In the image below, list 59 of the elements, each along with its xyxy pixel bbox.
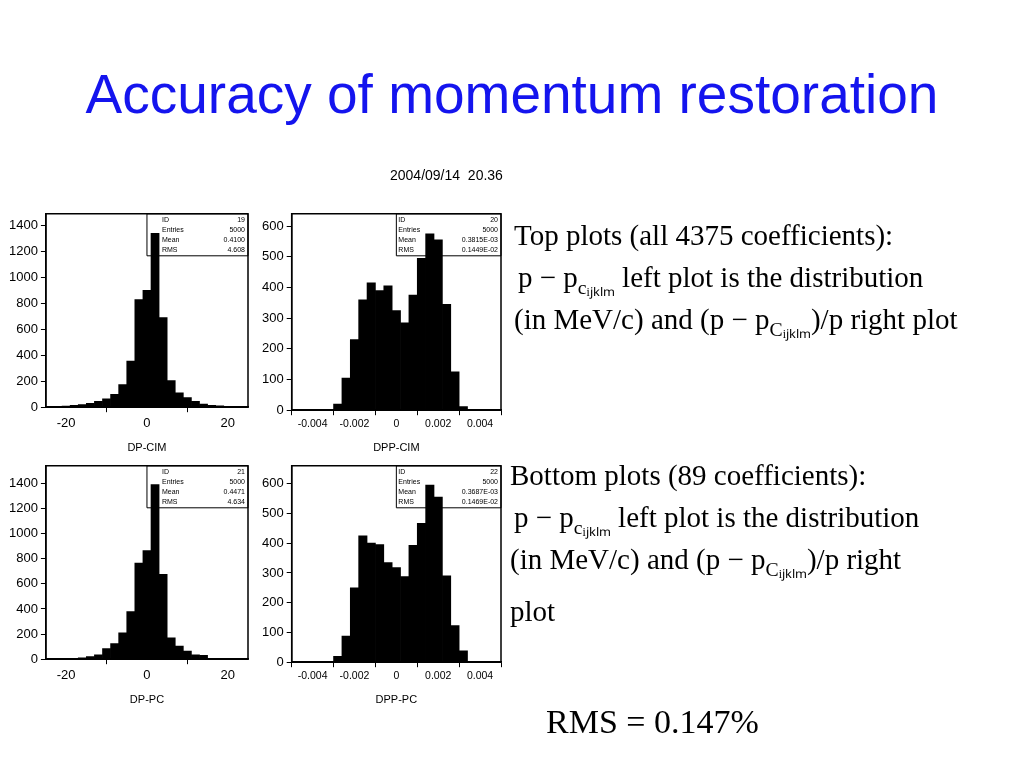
- text: (in MeV/c) and (p − p$_{Cᵢⱼₖₗₘ}$)/p right plot: [514, 302, 959, 343]
- y-tick-label: 400: [16, 600, 38, 616]
- text: RMS = 0.147%: [546, 702, 760, 742]
- text: p − p$_{cᵢⱼₖₗₘ}$ left plot is the distribution: [514, 501, 920, 538]
- x-tick-label: 0: [143, 414, 151, 430]
- y-tick-label: 600: [261, 475, 284, 491]
- y-tick-label: 0: [276, 401, 284, 417]
- y-tick-label: 200: [16, 625, 38, 641]
- x-tick-label: 0: [393, 417, 400, 430]
- x-tick-label: -0.004: [297, 669, 328, 682]
- y-tick-label: 800: [16, 294, 38, 310]
- y-tick-label: 200: [16, 372, 38, 388]
- text: Top plots (all 4375 coefficients):: [514, 218, 895, 253]
- x-axis-title: DP-CIM: [127, 441, 167, 454]
- x-tick-label: -0.002: [339, 417, 370, 430]
- x-tick-label: 20: [220, 666, 236, 682]
- y-tick-label: 300: [261, 309, 284, 325]
- x-axis-title: DPP-CIM: [373, 441, 420, 454]
- x-tick-label: 20: [220, 414, 236, 430]
- y-tick-label: 400: [261, 279, 284, 295]
- y-tick-label: 200: [261, 340, 284, 356]
- y-tick-label: 1200: [9, 243, 38, 259]
- text: (in MeV/c) and (p − p$_{Cᵢⱼₖₗₘ}$)/p right plot: [510, 543, 902, 627]
- text: Bottom plots (89 coefficients):: [510, 458, 868, 493]
- y-tick-label: 600: [16, 575, 38, 591]
- x-axis-title: DP-PC: [129, 693, 165, 706]
- y-tick-label: 0: [30, 398, 38, 414]
- y-tick-label: 100: [261, 624, 284, 640]
- y-tick-label: 800: [16, 550, 38, 566]
- y-tick-label: 600: [261, 217, 284, 233]
- x-tick-label: -0.004: [297, 417, 328, 430]
- text: Accuracy of momentum restoration: [84, 62, 940, 126]
- y-tick-label: 1000: [9, 525, 38, 541]
- y-tick-label: 1200: [9, 500, 38, 516]
- y-tick-label: 400: [261, 534, 284, 550]
- y-tick-label: 500: [261, 248, 284, 264]
- x-tick-label: 0: [143, 666, 151, 682]
- text: 2004/09/14 20.36: [390, 166, 504, 184]
- text: p − p$_{cᵢⱼₖₗₘ}$ left plot is the distribution: [518, 261, 924, 298]
- y-tick-label: 0: [276, 653, 284, 669]
- y-tick-label: 400: [16, 346, 38, 362]
- x-tick-label: 0.002: [425, 417, 452, 430]
- y-tick-label: 1400: [9, 474, 38, 490]
- y-tick-label: 1400: [9, 217, 38, 233]
- y-tick-label: 1000: [9, 268, 38, 284]
- y-tick-label: 300: [261, 564, 284, 580]
- x-tick-label: 0: [393, 669, 400, 682]
- x-tick-label: 0.004: [466, 669, 494, 682]
- y-tick-label: 500: [261, 504, 284, 520]
- x-tick-label: 0.002: [425, 669, 452, 682]
- x-tick-label: -0.002: [339, 669, 370, 682]
- y-tick-label: 0: [30, 650, 38, 666]
- x-tick-label: -20: [56, 666, 76, 682]
- x-axis-title: DPP-PC: [375, 693, 418, 706]
- y-tick-label: 100: [261, 371, 284, 387]
- y-tick-label: 200: [261, 594, 284, 610]
- y-tick-label: 600: [16, 320, 38, 336]
- x-tick-label: 0.004: [466, 417, 494, 430]
- x-tick-label: -20: [56, 414, 76, 430]
